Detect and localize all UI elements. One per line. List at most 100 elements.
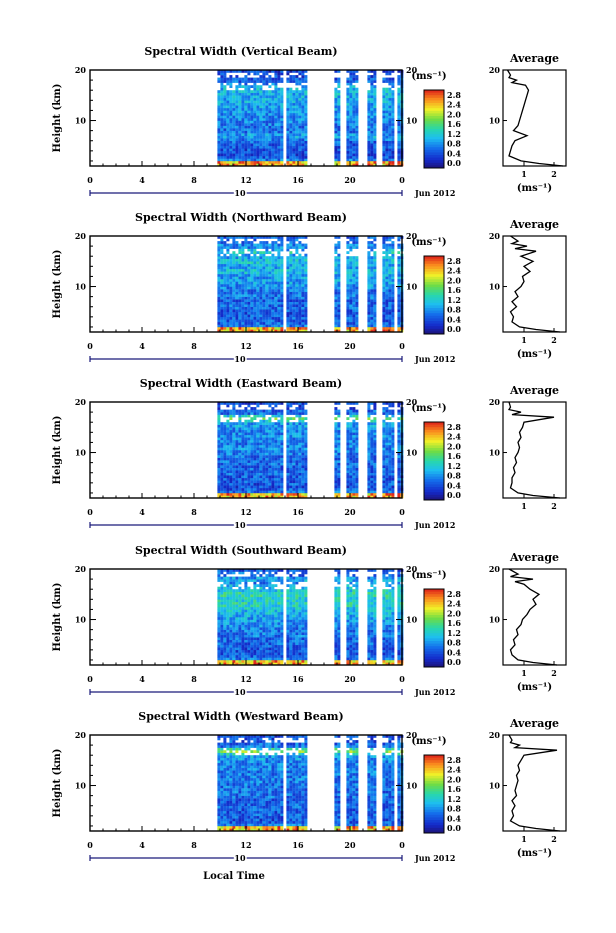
- heatmap-cell: [220, 437, 223, 440]
- heatmap-cell: [352, 75, 355, 78]
- heatmap-cell: [217, 161, 220, 164]
- heatmap-cell: [367, 314, 370, 317]
- heatmap-cell: [217, 417, 220, 420]
- heatmap-cell: [238, 93, 241, 96]
- colorbar-segment: [424, 145, 444, 148]
- heatmap-cell: [271, 121, 274, 124]
- heatmap-cell: [370, 143, 373, 146]
- heatmap-cell: [298, 123, 301, 126]
- heatmap-cell: [349, 121, 352, 124]
- heatmap-cell: [265, 319, 268, 322]
- heatmap-cell: [391, 116, 394, 119]
- heatmap-cell: [373, 116, 376, 119]
- heatmap-cell: [268, 422, 271, 425]
- heatmap-cell: [274, 103, 277, 106]
- heatmap-cell: [286, 407, 289, 410]
- heatmap-cell: [391, 113, 394, 116]
- heatmap-cell: [238, 490, 241, 493]
- heatmap-cell: [217, 327, 220, 330]
- heatmap-cell: [295, 110, 298, 113]
- heatmap-cell: [256, 80, 259, 83]
- heatmap-cell: [370, 75, 373, 78]
- heatmap-cell: [346, 244, 349, 247]
- heatmap-cell: [217, 264, 220, 267]
- heatmap-cell: [271, 427, 274, 430]
- heatmap-cell: [229, 110, 232, 113]
- heatmap-cell: [346, 435, 349, 438]
- heatmap-cell: [337, 289, 340, 292]
- heatmap-cell: [373, 473, 376, 476]
- heatmap-cell: [280, 108, 283, 111]
- heatmap-cell: [388, 98, 391, 101]
- heatmap-cell: [382, 128, 385, 131]
- heatmap-cell: [352, 455, 355, 458]
- heatmap-cell: [370, 468, 373, 471]
- heatmap-cell: [298, 261, 301, 264]
- heatmap-cell: [346, 261, 349, 264]
- heatmap-cell: [241, 153, 244, 156]
- heatmap-cell: [280, 473, 283, 476]
- heatmap-cell: [238, 246, 241, 249]
- heatmap-cell: [256, 287, 259, 290]
- heatmap-cell: [346, 128, 349, 131]
- heatmap-cell: [235, 480, 238, 483]
- heatmap-cell: [355, 435, 358, 438]
- heatmap-cell: [367, 412, 370, 415]
- heatmap-cell: [223, 427, 226, 430]
- heatmap-cell: [346, 473, 349, 476]
- heatmap-cell: [355, 282, 358, 285]
- heatmap-cell: [271, 244, 274, 247]
- heatmap-cell: [388, 118, 391, 121]
- heatmap-cell: [277, 448, 280, 451]
- heatmap-cell: [271, 294, 274, 297]
- heatmap-cell: [220, 274, 223, 277]
- heatmap-cell: [232, 425, 235, 428]
- heatmap-cell: [289, 148, 292, 151]
- heatmap-cell: [280, 302, 283, 305]
- heatmap-cell: [301, 473, 304, 476]
- heatmap-cell: [256, 324, 259, 327]
- heatmap-cell: [391, 282, 394, 285]
- heatmap-cell: [223, 327, 226, 330]
- heatmap-cell: [352, 148, 355, 151]
- colorbar-segment: [424, 261, 444, 264]
- heatmap-cell: [298, 427, 301, 430]
- heatmap-cell: [256, 138, 259, 141]
- heatmap-cell: [304, 309, 307, 312]
- heatmap-cell: [298, 80, 301, 83]
- heatmap-cell: [388, 133, 391, 136]
- heatmap-cell: [355, 156, 358, 159]
- heatmap-cell: [334, 276, 337, 279]
- heatmap-cell: [277, 287, 280, 290]
- heatmap-cell: [268, 468, 271, 471]
- heatmap-cell: [253, 435, 256, 438]
- heatmap-cell: [271, 307, 274, 310]
- heatmap-cell: [391, 85, 394, 88]
- heatmap-cell: [259, 294, 262, 297]
- heatmap-cell: [271, 256, 274, 259]
- heatmap-cell: [334, 259, 337, 262]
- heatmap-cell: [220, 282, 223, 285]
- heatmap-cell: [220, 249, 223, 252]
- colorbar-segment: [424, 279, 444, 282]
- heatmap-cell: [229, 95, 232, 98]
- heatmap-cell: [271, 274, 274, 277]
- heatmap-cell: [262, 264, 265, 267]
- heatmap-cell: [280, 304, 283, 307]
- heatmap-cell: [277, 485, 280, 488]
- heatmap-cell: [229, 103, 232, 106]
- heatmap-cell: [280, 294, 283, 297]
- heatmap-cell: [280, 78, 283, 81]
- colorbar-segment: [424, 98, 444, 101]
- heatmap-cell: [373, 309, 376, 312]
- heatmap-cell: [289, 156, 292, 159]
- heatmap-cell: [241, 470, 244, 473]
- heatmap-cell: [292, 327, 295, 330]
- heatmap-cell: [229, 123, 232, 126]
- heatmap-cell: [247, 475, 250, 478]
- heatmap-cell: [289, 108, 292, 111]
- heatmap-cell: [238, 279, 241, 282]
- heatmap-cell: [289, 485, 292, 488]
- heatmap-cell: [232, 136, 235, 139]
- heatmap-cell: [271, 292, 274, 295]
